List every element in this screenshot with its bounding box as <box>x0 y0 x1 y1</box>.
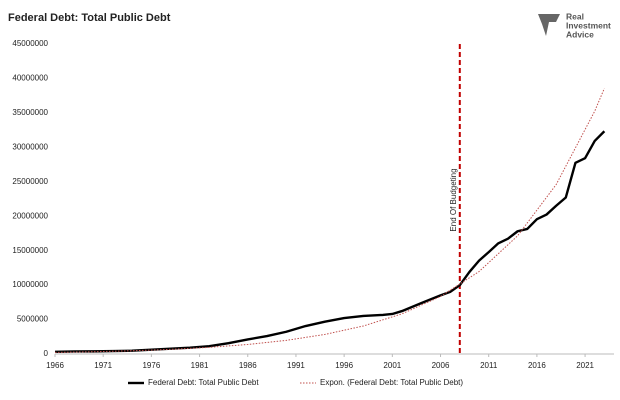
annotation-text: End Of Budgeting <box>449 168 458 231</box>
y-tick-label: 40000000 <box>12 74 48 83</box>
y-tick-label: 10000000 <box>12 280 48 289</box>
x-tick-label: 1986 <box>239 361 257 370</box>
y-tick-label: 5000000 <box>17 315 49 324</box>
logo-text: Investment <box>566 20 611 30</box>
x-tick-label: 1976 <box>142 361 160 370</box>
logo: Real Investment Advice <box>538 11 611 39</box>
legend-label: Federal Debt: Total Public Debt <box>148 378 259 387</box>
y-tick-label: 25000000 <box>12 177 48 186</box>
legend-label: Expon. (Federal Debt: Total Public Debt) <box>320 378 463 387</box>
y-tick-label: 15000000 <box>12 246 48 255</box>
x-tick-label: 2011 <box>480 361 498 370</box>
x-tick-label: 1991 <box>287 361 305 370</box>
y-tick-label: 20000000 <box>12 211 48 220</box>
x-tick-label: 2006 <box>432 361 450 370</box>
y-tick-label: 45000000 <box>12 39 48 48</box>
x-tick-label: 2016 <box>528 361 546 370</box>
x-tick-label: 1966 <box>46 361 64 370</box>
x-tick-label: 1996 <box>335 361 353 370</box>
y-tick-label: 30000000 <box>12 142 48 151</box>
logo-icon <box>538 14 560 36</box>
logo-text: Advice <box>566 29 594 39</box>
line-series <box>54 88 605 353</box>
chart-title: Federal Debt: Total Public Debt <box>8 12 171 24</box>
x-tick-label: 1981 <box>191 361 209 370</box>
x-tick-label: 2021 <box>576 361 594 370</box>
x-tick-label: 2001 <box>383 361 401 370</box>
line-series <box>54 130 606 353</box>
x-tick-label: 1971 <box>94 361 112 370</box>
logo-text: Real <box>566 11 584 21</box>
y-tick-label: 35000000 <box>12 108 48 117</box>
y-tick-label: 0 <box>44 349 49 358</box>
